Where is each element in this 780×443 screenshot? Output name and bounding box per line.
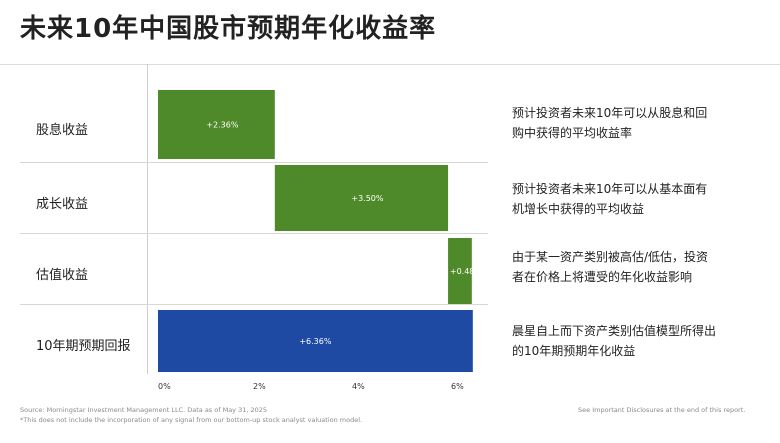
data-label-2: +3.50% (351, 194, 384, 203)
footer-source: Source: Morningstar Investment Managemen… (20, 406, 268, 414)
note-line: 机增长中获得的平均收益 (512, 202, 645, 216)
note-line: 预计投资者未来10年可以从基本面有 (512, 182, 708, 196)
note-line: 预计投资者未来10年可以从股息和回 (512, 106, 708, 120)
category-label-growth: 成长收益 (36, 197, 89, 212)
note-growth: 预计投资者未来10年可以从基本面有 机增长中获得的平均收益 (512, 179, 752, 219)
data-label-3: +0.48% (450, 267, 483, 276)
bar-2 (274, 165, 449, 231)
note-line: 购中获得的平均收益率 (512, 126, 633, 140)
footer-disclosure: See Important Disclosures at the end of … (578, 406, 746, 414)
x-tick-label: 6% (451, 382, 464, 391)
note-line: 者在价格上将遭受的年化收益影响 (512, 270, 693, 284)
page-title: 未来10年中国股市预期年化收益率 (20, 14, 437, 44)
note-line: 由于某一资产类别被高估/低估，投资 (512, 250, 709, 264)
row-divider (20, 233, 488, 234)
row-divider (20, 162, 488, 163)
footer-footnote: *This does not include the incorporation… (20, 416, 363, 424)
category-label-total: 10年期预期回报 (36, 339, 131, 354)
bar-3 (448, 238, 472, 304)
category-label-dividend: 股息收益 (36, 123, 89, 138)
x-tick-label: 2% (253, 382, 266, 391)
note-dividend: 预计投资者未来10年可以从股息和回 购中获得的平均收益率 (512, 103, 752, 143)
note-total: 晨星自上而下资产类别估值模型所得出 的10年期预期年化收益 (512, 321, 752, 361)
note-line: 晨星自上而下资产类别估值模型所得出 (512, 324, 717, 338)
title-divider (0, 64, 780, 65)
data-label-1: +2.36% (206, 121, 239, 130)
bar-4 (158, 310, 473, 372)
x-tick-label: 0% (158, 382, 171, 391)
category-label-valuation: 估值收益 (36, 268, 89, 283)
x-tick-label: 4% (352, 382, 365, 391)
y-axis-line (147, 64, 148, 374)
bar-1 (158, 90, 275, 159)
note-valuation: 由于某一资产类别被高估/低估，投资 者在价格上将遭受的年化收益影响 (512, 247, 752, 287)
data-label-4: +6.36% (299, 337, 332, 346)
row-divider (20, 304, 488, 305)
note-line: 的10年期预期年化收益 (512, 344, 636, 358)
